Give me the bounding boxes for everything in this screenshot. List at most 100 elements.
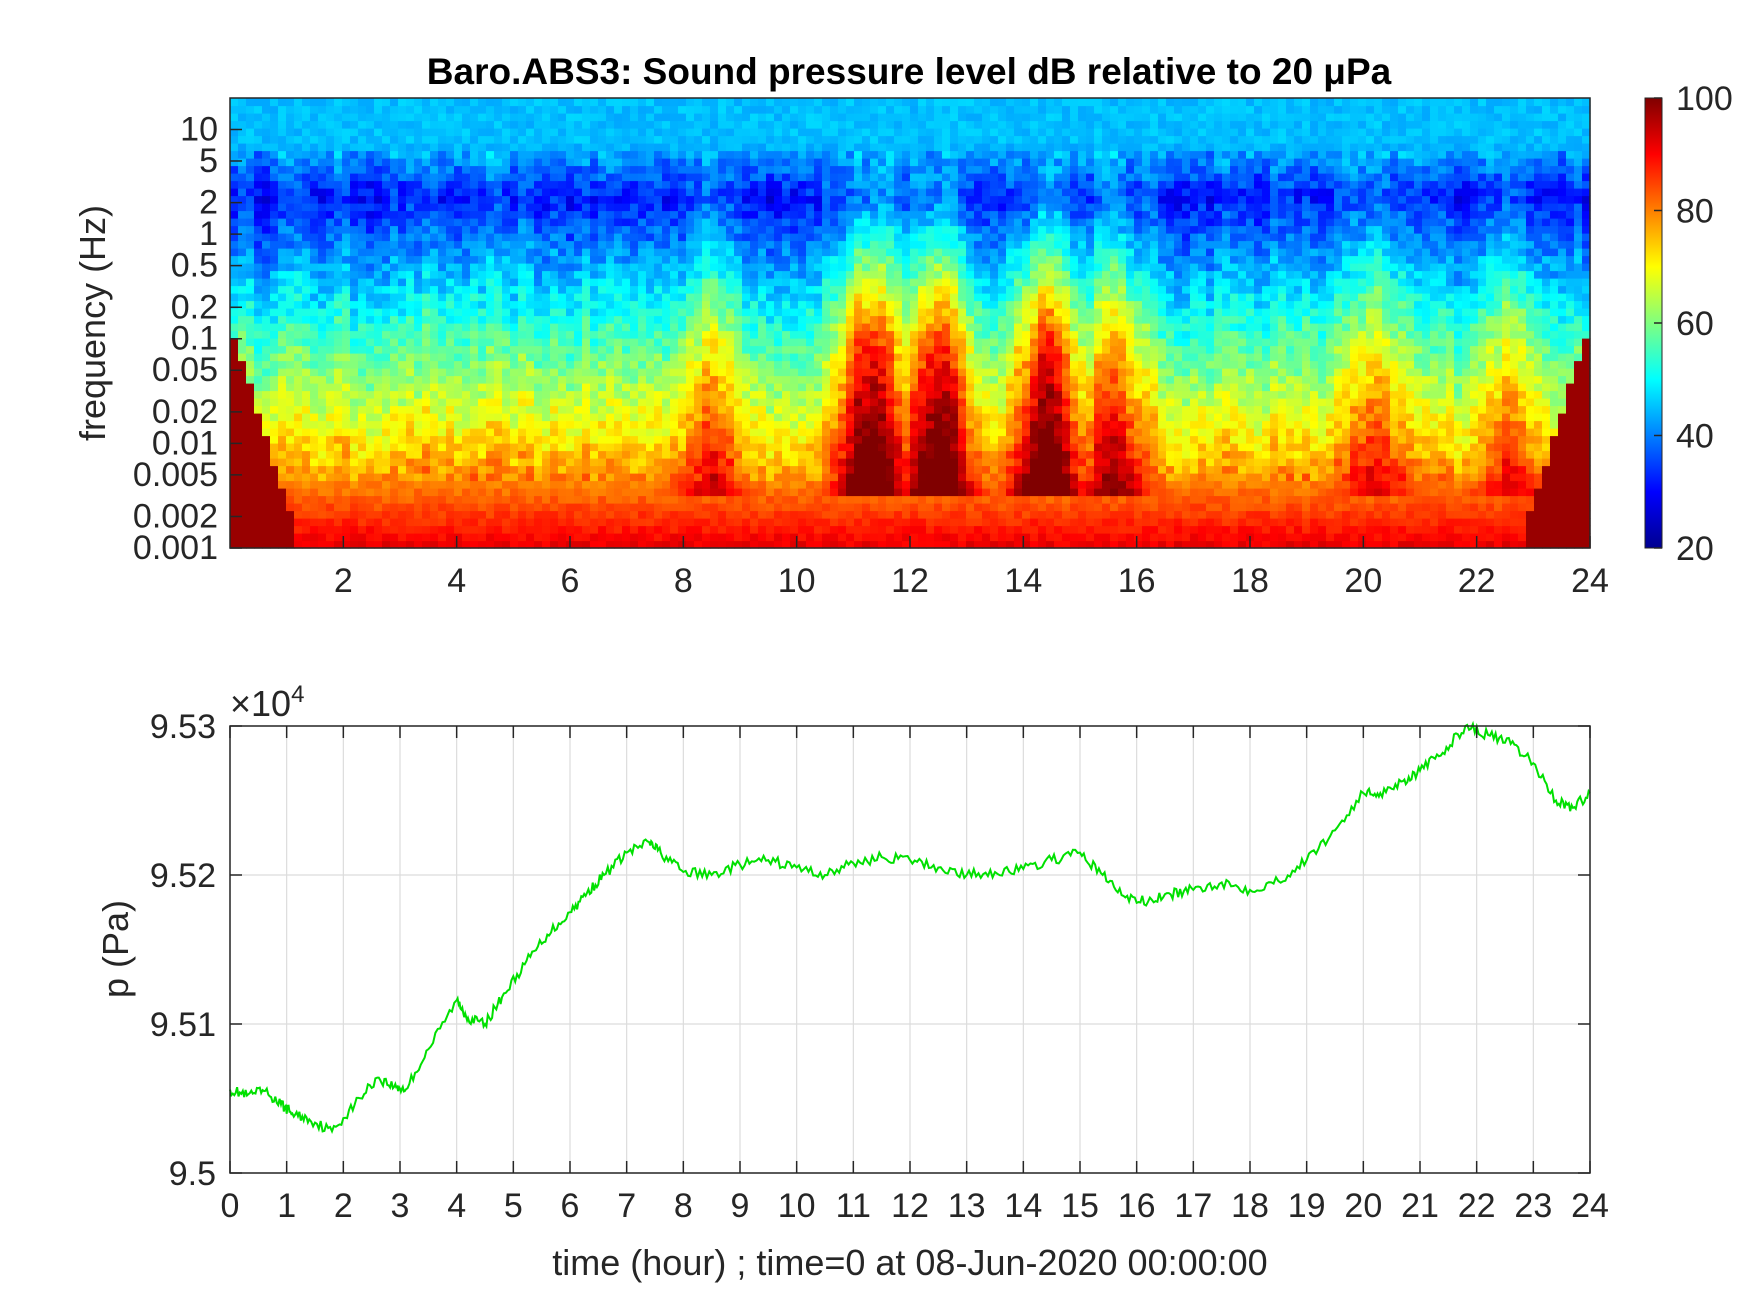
heatmap-cell xyxy=(310,443,319,452)
heatmap-cell xyxy=(558,510,567,519)
heatmap-cell xyxy=(230,113,239,122)
heatmap-cell xyxy=(694,405,703,414)
heatmap-cell xyxy=(750,225,759,234)
heatmap-cell xyxy=(830,270,839,279)
heatmap-cell xyxy=(382,210,391,219)
heatmap-cell xyxy=(694,255,703,264)
heatmap-cell xyxy=(238,120,247,129)
heatmap-cell xyxy=(406,510,415,519)
heatmap-cell xyxy=(854,383,863,392)
heatmap-cell xyxy=(438,240,447,249)
heatmap-cell xyxy=(542,338,551,347)
heatmap-cell xyxy=(414,495,423,504)
heatmap-cell xyxy=(750,240,759,249)
heatmap-cell xyxy=(358,165,367,174)
heatmap-cell xyxy=(694,480,703,489)
heatmap-cell xyxy=(358,113,367,122)
heatmap-cell xyxy=(758,150,767,159)
heatmap-cell xyxy=(422,308,431,317)
heatmap-cell xyxy=(726,233,735,242)
heatmap-cell xyxy=(846,180,855,189)
heatmap-cell xyxy=(838,465,847,474)
heatmap-cell xyxy=(526,218,535,227)
heatmap-cell xyxy=(390,225,399,234)
heatmap-cell xyxy=(894,465,903,474)
heatmap-cell xyxy=(310,435,319,444)
heatmap-cell xyxy=(462,105,471,114)
heatmap-cell xyxy=(526,420,535,429)
heatmap-cell xyxy=(758,518,767,527)
heatmap-cell xyxy=(374,203,383,212)
heatmap-cell xyxy=(246,315,255,324)
heatmap-cell xyxy=(374,173,383,182)
heatmap-cell xyxy=(662,98,671,107)
heatmap-cell xyxy=(550,195,559,204)
heatmap-cell xyxy=(374,368,383,377)
heatmap-cell xyxy=(438,413,447,422)
heatmap-cell xyxy=(718,278,727,287)
heatmap-cell xyxy=(526,450,535,459)
heatmap-cell xyxy=(470,165,479,174)
heatmap-cell xyxy=(822,195,831,204)
heatmap-cell xyxy=(422,293,431,302)
heatmap-cell xyxy=(518,293,527,302)
heatmap-cell xyxy=(838,398,847,407)
heatmap-cell xyxy=(742,188,751,197)
heatmap-cell xyxy=(766,225,775,234)
heatmap-cell xyxy=(374,405,383,414)
heatmap-cell xyxy=(830,278,839,287)
heatmap-cell xyxy=(430,248,439,257)
heatmap-cell xyxy=(662,135,671,144)
heatmap-cell xyxy=(406,293,415,302)
heatmap-cell xyxy=(806,165,815,174)
heatmap-cell xyxy=(774,165,783,174)
heatmap-cell xyxy=(454,345,463,354)
heatmap-cell xyxy=(838,413,847,422)
heatmap-cell xyxy=(278,143,287,152)
heatmap-cell xyxy=(678,308,687,317)
heatmap-cell xyxy=(486,270,495,279)
heatmap-cell xyxy=(878,255,887,264)
heatmap-cell xyxy=(886,278,895,287)
heatmap-cell xyxy=(598,443,607,452)
heatmap-cell xyxy=(486,113,495,122)
heatmap-cell xyxy=(622,158,631,167)
heatmap-cell xyxy=(630,225,639,234)
heatmap-cell xyxy=(878,443,887,452)
heatmap-cell xyxy=(238,158,247,167)
heatmap-cell xyxy=(622,120,631,129)
heatmap-cell xyxy=(414,173,423,182)
heatmap-cell xyxy=(414,180,423,189)
heatmap-cell xyxy=(270,488,279,497)
heatmap-cell xyxy=(846,210,855,219)
heatmap-cell xyxy=(534,285,543,294)
heatmap-cell xyxy=(478,293,487,302)
heatmap-cell xyxy=(318,180,327,189)
heatmap-cell xyxy=(470,120,479,129)
heatmap-cell xyxy=(358,150,367,159)
heatmap-cell xyxy=(614,510,623,519)
heatmap-cell xyxy=(846,353,855,362)
heatmap-cell xyxy=(278,150,287,159)
heatmap-cell xyxy=(254,218,263,227)
heatmap-cell xyxy=(446,300,455,309)
heatmap-cell xyxy=(414,225,423,234)
heatmap-cell xyxy=(278,510,287,519)
heatmap-cell xyxy=(494,293,503,302)
heatmap-cell xyxy=(790,188,799,197)
heatmap-cell xyxy=(422,413,431,422)
heatmap-cell xyxy=(230,368,239,377)
heatmap-cell xyxy=(310,218,319,227)
heatmap-cell xyxy=(390,255,399,264)
heatmap-cell xyxy=(678,270,687,279)
heatmap-cell xyxy=(862,495,871,504)
heatmap-cell xyxy=(422,233,431,242)
heatmap-cell xyxy=(486,143,495,152)
heatmap-cell xyxy=(430,480,439,489)
heatmap-cell xyxy=(406,218,415,227)
heatmap-cell xyxy=(342,300,351,309)
heatmap-cell xyxy=(574,353,583,362)
heatmap-cell xyxy=(774,495,783,504)
heatmap-cell xyxy=(230,338,239,347)
heatmap-cell xyxy=(246,345,255,354)
